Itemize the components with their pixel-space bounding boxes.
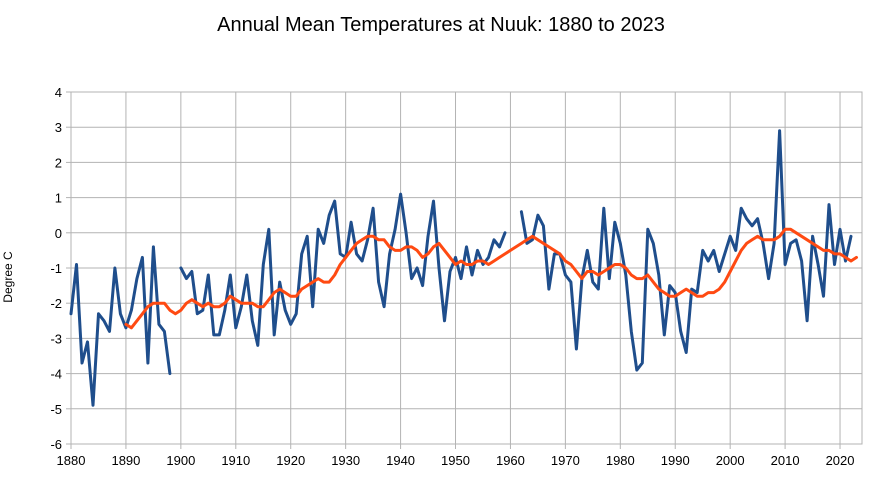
x-tick-label: 2020 bbox=[826, 453, 855, 468]
y-tick-label: 4 bbox=[55, 85, 62, 100]
y-tick-label: 3 bbox=[55, 120, 62, 135]
y-tick-labels: -6 -5 -4 -3 -2 -1 0 1 2 3 4 bbox=[50, 85, 62, 452]
x-tick-label: 1980 bbox=[606, 453, 635, 468]
series-line-annual bbox=[69, 129, 853, 407]
y-tick-label: -4 bbox=[50, 367, 62, 382]
series-line-smoothed bbox=[124, 227, 858, 330]
plot-area-frame bbox=[70, 91, 863, 445]
x-tick-label: 1910 bbox=[221, 453, 250, 468]
x-tick-label: 1930 bbox=[331, 453, 360, 468]
y-tick-label: -6 bbox=[50, 437, 62, 452]
x-tick-label: 1990 bbox=[661, 453, 690, 468]
x-tick-labels: 1880 1890 1900 1910 1920 1930 1940 1950 1960 1970… bbox=[57, 453, 855, 468]
x-tick-label: 2010 bbox=[771, 453, 800, 468]
x-tick-label: 1970 bbox=[551, 453, 580, 468]
x-tick-label: 1960 bbox=[496, 453, 525, 468]
x-tick-label: 1900 bbox=[166, 453, 195, 468]
chart-title: Annual Mean Temperatures at Nuuk: 1880 t… bbox=[217, 14, 665, 36]
y-tick-label: 1 bbox=[55, 191, 62, 206]
x-tick-label: 1880 bbox=[57, 453, 86, 468]
y-tick-label: -3 bbox=[50, 331, 62, 346]
grid-lines bbox=[66, 91, 862, 449]
y-tick-label: -5 bbox=[50, 402, 62, 417]
y-tick-label: -1 bbox=[50, 261, 62, 276]
x-tick-label: 1950 bbox=[441, 453, 470, 468]
y-tick-label: 2 bbox=[55, 155, 62, 170]
data-series bbox=[69, 129, 858, 407]
x-tick-label: 2000 bbox=[716, 453, 745, 468]
x-tick-label: 1940 bbox=[386, 453, 415, 468]
x-tick-label: 1920 bbox=[276, 453, 305, 468]
x-tick-label: 1890 bbox=[111, 453, 140, 468]
y-tick-label: 0 bbox=[55, 226, 62, 241]
y-tick-label: -2 bbox=[50, 296, 62, 311]
